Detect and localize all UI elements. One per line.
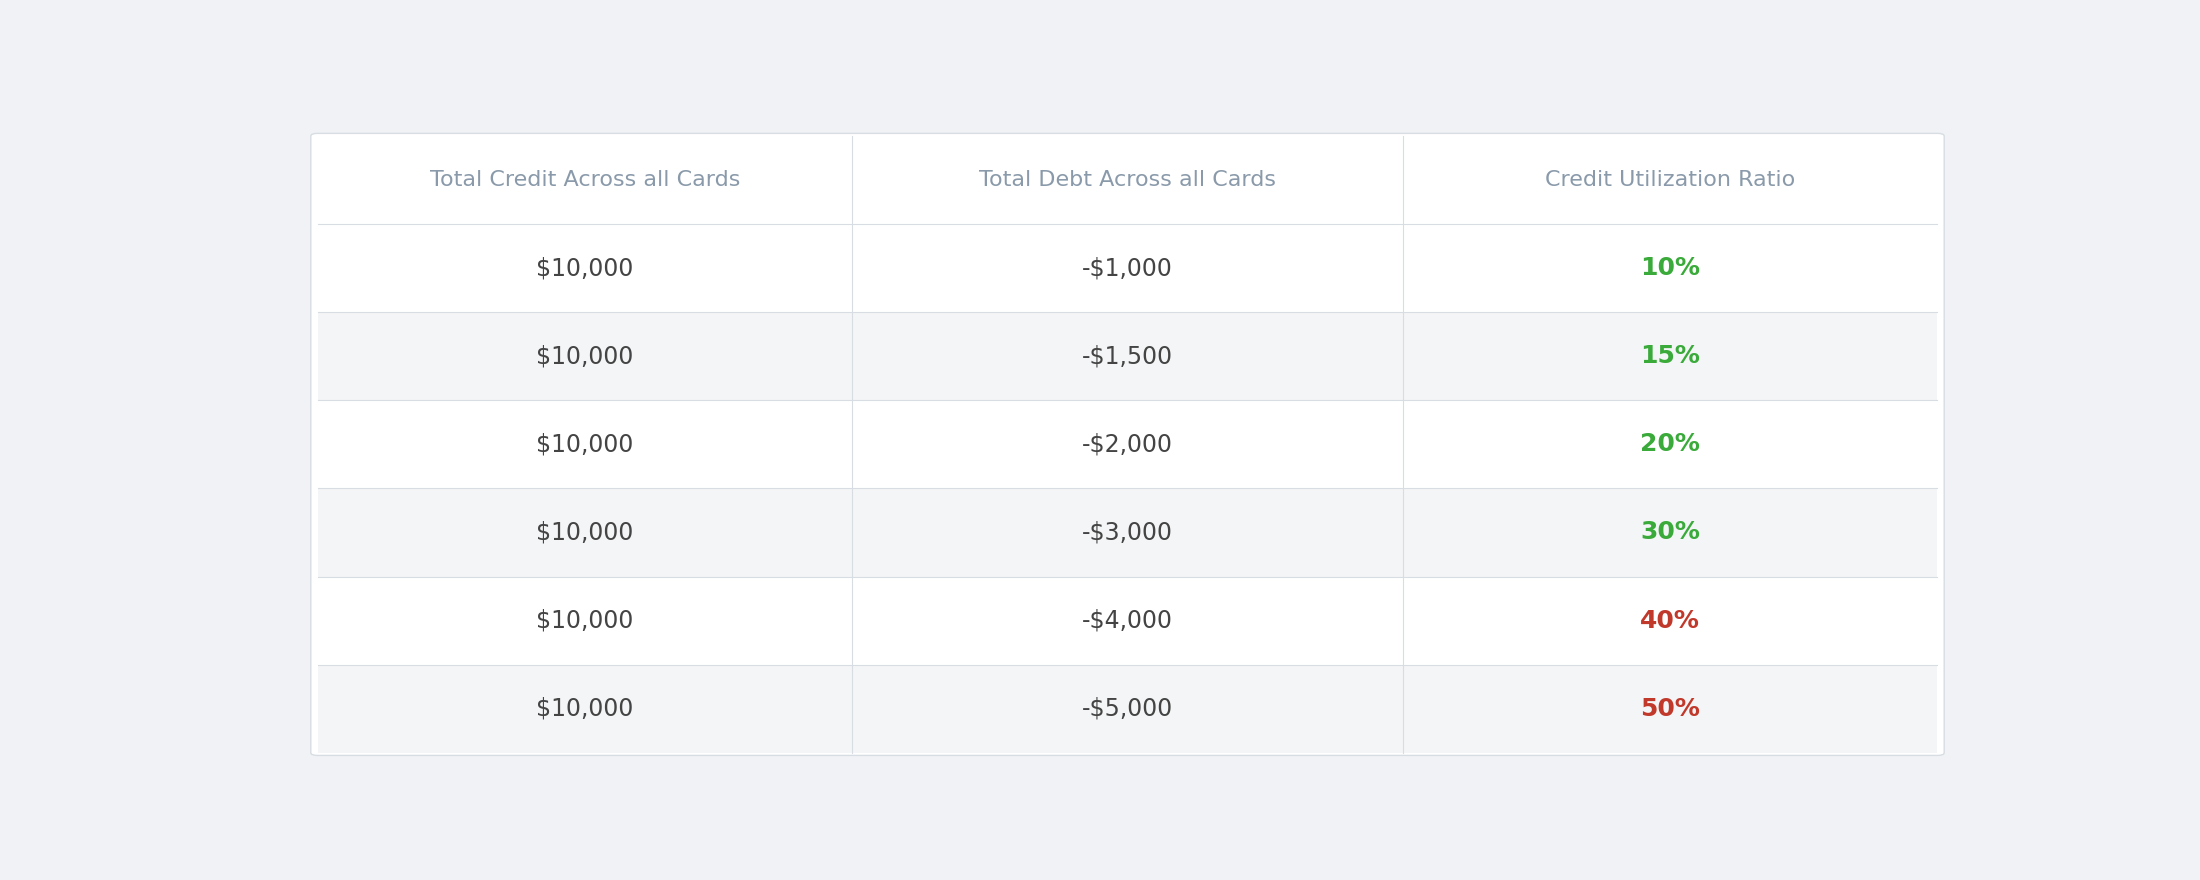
Text: 15%: 15% — [1641, 344, 1701, 369]
Text: 10%: 10% — [1641, 256, 1701, 280]
Bar — [317, 488, 1938, 576]
Text: $10,000: $10,000 — [537, 256, 634, 280]
Text: 30%: 30% — [1641, 520, 1701, 545]
Text: $10,000: $10,000 — [537, 344, 634, 369]
Bar — [317, 400, 1938, 488]
Text: $10,000: $10,000 — [537, 432, 634, 457]
Text: -$3,000: -$3,000 — [1082, 520, 1173, 545]
Bar — [317, 664, 1938, 752]
Text: $10,000: $10,000 — [537, 520, 634, 545]
Text: Credit Utilization Ratio: Credit Utilization Ratio — [1544, 170, 1795, 190]
FancyBboxPatch shape — [310, 134, 1945, 755]
Text: $10,000: $10,000 — [537, 697, 634, 721]
Text: -$2,000: -$2,000 — [1082, 432, 1173, 457]
Bar — [317, 224, 1938, 312]
Text: Total Debt Across all Cards: Total Debt Across all Cards — [979, 170, 1276, 190]
Text: $10,000: $10,000 — [537, 609, 634, 633]
Text: -$1,000: -$1,000 — [1082, 256, 1173, 280]
Bar — [317, 576, 1938, 664]
Bar — [317, 312, 1938, 400]
Text: 20%: 20% — [1641, 432, 1701, 457]
Text: -$4,000: -$4,000 — [1082, 609, 1173, 633]
Text: 40%: 40% — [1641, 609, 1701, 633]
Text: Total Credit Across all Cards: Total Credit Across all Cards — [429, 170, 739, 190]
Text: 50%: 50% — [1641, 697, 1701, 721]
Text: -$1,500: -$1,500 — [1082, 344, 1173, 369]
Text: -$5,000: -$5,000 — [1082, 697, 1173, 721]
